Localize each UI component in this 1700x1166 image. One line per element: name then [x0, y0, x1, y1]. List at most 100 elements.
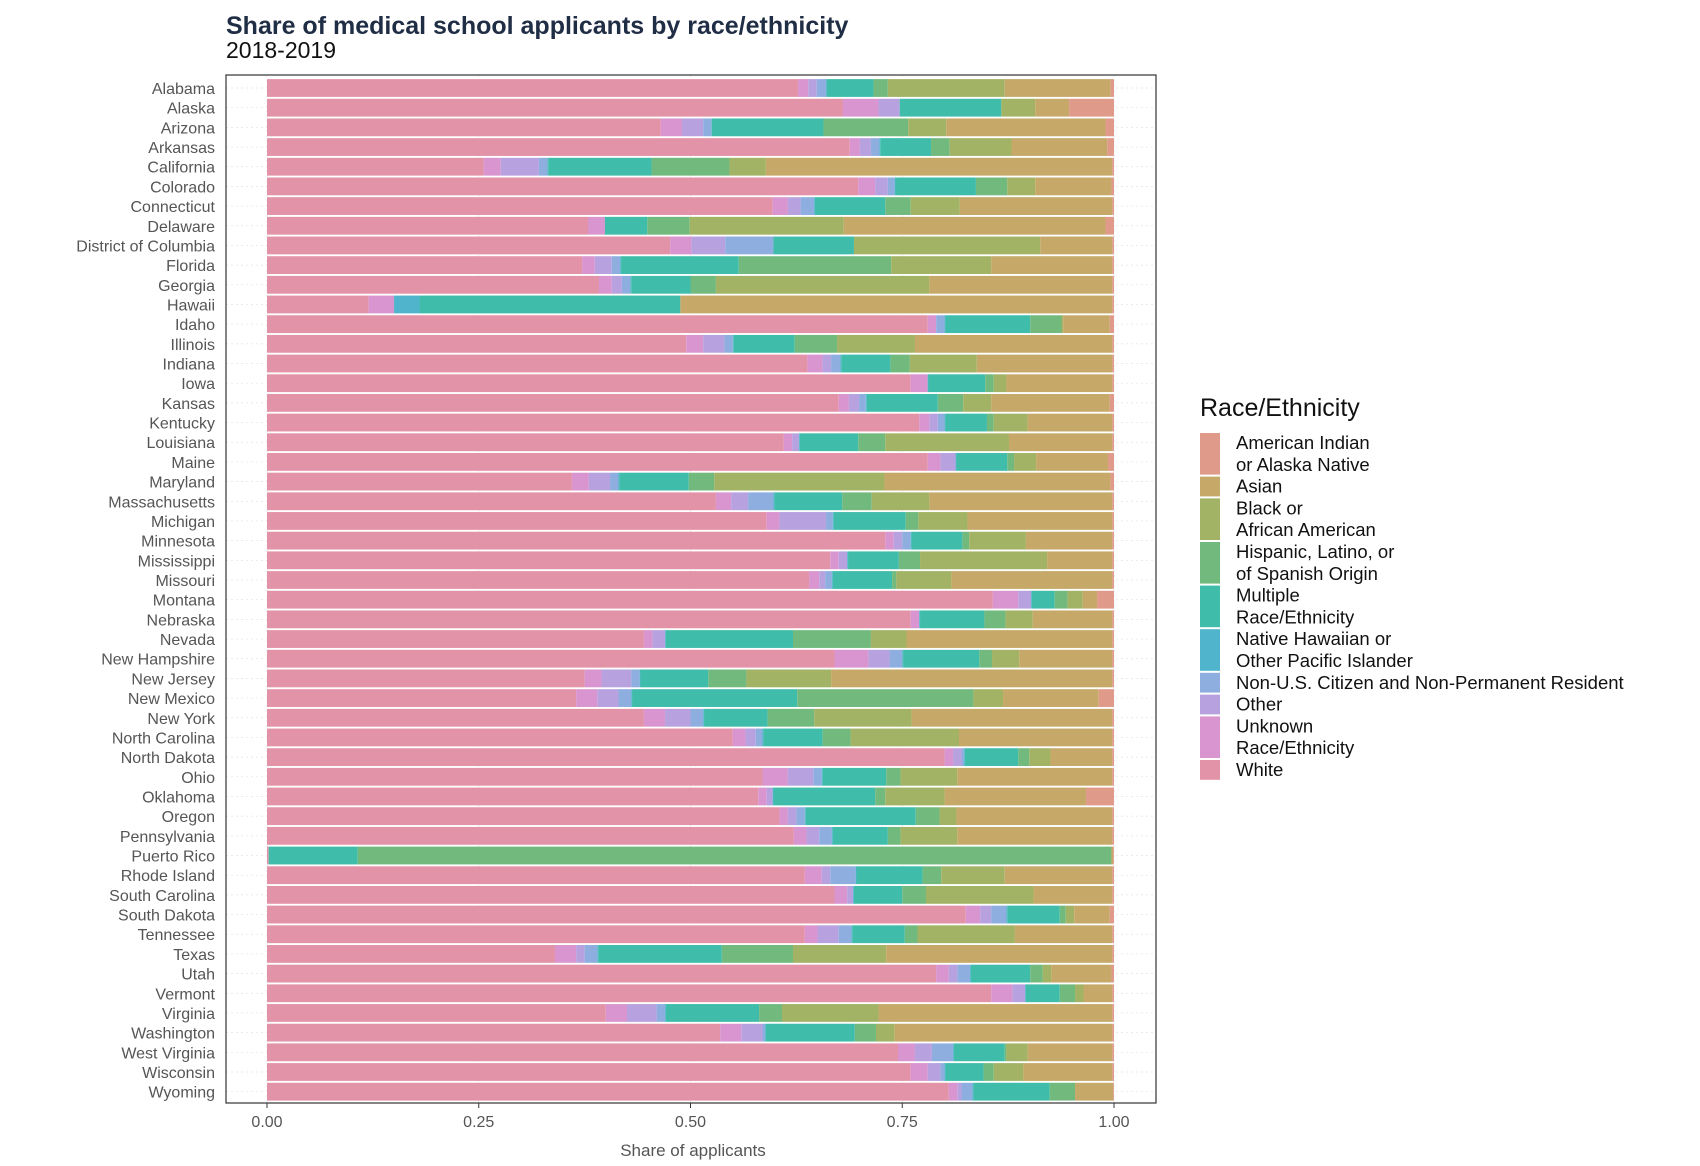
bar-new-hampshire-aian: [1112, 649, 1114, 668]
bar-montana-multi: [1031, 590, 1055, 609]
bar-maryland-hisp: [688, 472, 715, 491]
legend-label-noncit-0: Non-U.S. Citizen and Non-Permanent Resid…: [1236, 672, 1624, 693]
bar-iowa-unknown: [910, 374, 928, 393]
bar-kansas-white: [267, 393, 839, 412]
bar-new-jersey-nhpi: [639, 669, 641, 688]
bar-mississippi-other: [838, 551, 848, 570]
bar-idaho-white: [267, 315, 928, 334]
bar-kansas-other: [848, 393, 860, 412]
bar-oklahoma-asian: [944, 787, 1087, 806]
bar-row-minnesota: [267, 531, 1114, 550]
x-tick-label-2: 0.50: [675, 1114, 706, 1131]
bar-row-new-york: [267, 708, 1114, 727]
bar-california-noncit: [538, 157, 548, 176]
bar-oregon-other: [787, 807, 797, 826]
bar-north-carolina-multi: [763, 728, 823, 747]
bar-iowa-nhpi: [927, 374, 929, 393]
bar-district-of-columbia-noncit: [725, 236, 774, 255]
bar-tennessee-unknown: [804, 925, 818, 944]
legend-label-aian-0: American Indian: [1236, 432, 1370, 453]
bar-arkansas-noncit: [870, 138, 880, 156]
bar-maryland-unknown: [571, 472, 589, 491]
bar-florida-noncit: [611, 256, 621, 275]
bar-california-black: [729, 157, 766, 176]
bar-oregon-unknown: [779, 807, 788, 826]
bar-mississippi-unknown: [830, 551, 839, 570]
bar-row-louisiana: [267, 433, 1114, 452]
bar-indiana-black: [909, 354, 977, 373]
bar-alabama-aian: [1110, 79, 1114, 97]
bar-indiana-white: [267, 354, 808, 373]
bar-south-dakota-nhpi: [1006, 905, 1008, 924]
bar-south-dakota-noncit: [991, 905, 1007, 924]
category-label-louisiana: Louisiana: [147, 435, 216, 452]
bar-row-north-dakota: [267, 748, 1114, 767]
bar-michigan-black: [918, 512, 968, 530]
bar-new-mexico-unknown: [576, 689, 598, 707]
bar-row-new-hampshire: [267, 649, 1114, 668]
bar-north-carolina-asian: [959, 728, 1113, 747]
bar-rhode-island-hisp: [922, 866, 942, 885]
bar-illinois-unknown: [686, 334, 704, 353]
bar-row-oregon: [267, 807, 1114, 826]
bar-utah-black: [1042, 964, 1052, 983]
category-label-massachusetts: Massachusetts: [108, 494, 215, 511]
bar-row-north-carolina: [267, 728, 1114, 747]
bar-illinois-nhpi: [732, 334, 734, 353]
bar-south-carolina-asian: [1033, 885, 1113, 904]
bar-idaho-unknown: [927, 315, 937, 334]
bar-maine-multi: [956, 453, 1008, 471]
legend-label-multi-0: Multiple: [1236, 585, 1300, 606]
bar-virginia-unknown: [605, 1004, 627, 1022]
category-label-minnesota: Minnesota: [141, 534, 215, 551]
legend-label-nhpi-1: Other Pacific Islander: [1236, 650, 1413, 671]
bar-massachusetts-other: [731, 492, 749, 511]
bar-new-york-white: [267, 708, 644, 727]
bar-texas-black: [792, 945, 887, 963]
bar-oklahoma-nhpi: [772, 787, 774, 806]
bar-wyoming-multi: [973, 1082, 1050, 1101]
category-label-vermont: Vermont: [155, 986, 215, 1003]
bar-washington-black: [875, 1023, 895, 1042]
bar-arkansas-unknown: [849, 138, 860, 156]
category-label-texas: Texas: [173, 947, 215, 964]
bar-illinois-aian: [1112, 334, 1114, 353]
bar-montana-other: [1018, 590, 1031, 609]
bar-delaware-asian: [843, 216, 1106, 235]
legend-label-nhpi-0: Native Hawaiian or: [1236, 628, 1391, 649]
bar-row-iowa: [267, 374, 1114, 393]
bar-louisiana-white: [267, 433, 784, 452]
category-label-missouri: Missouri: [155, 573, 215, 590]
bar-mississippi-multi: [848, 551, 899, 570]
category-label-new-mexico: New Mexico: [128, 691, 215, 708]
bar-oklahoma-aian: [1086, 787, 1114, 806]
bar-texas-nhpi: [597, 945, 599, 963]
legend-swatch-black: [1200, 498, 1220, 540]
bar-puerto-rico-white: [267, 846, 269, 865]
category-label-illinois: Illinois: [171, 337, 215, 354]
bar-connecticut-unknown: [772, 197, 788, 215]
bar-idaho-hisp: [1030, 315, 1062, 334]
bar-north-carolina-aian: [1112, 728, 1114, 747]
bar-massachusetts-black: [871, 492, 930, 511]
bar-alabama-noncit: [816, 79, 827, 97]
x-tick-label-0: 0.00: [251, 1114, 282, 1131]
bar-row-kentucky: [267, 413, 1114, 432]
bar-row-wyoming: [267, 1082, 1114, 1101]
bar-north-dakota-asian: [1050, 748, 1113, 767]
bar-maine-black: [1014, 453, 1037, 471]
bar-row-rhode-island: [267, 866, 1114, 885]
category-label-alaska: Alaska: [167, 101, 215, 118]
bar-alaska-white: [267, 98, 843, 117]
bar-california-multi: [548, 157, 652, 176]
bar-california-nhpi: [547, 157, 549, 176]
category-labels: Alabama Alaska Arizona Arkansas California Co…: [76, 81, 216, 1102]
bar-pennsylvania-nhpi: [831, 826, 833, 845]
bar-district-of-columbia-multi: [773, 236, 854, 255]
bar-new-york-aian: [1112, 708, 1114, 727]
bar-georgia-multi: [631, 275, 691, 294]
bar-pennsylvania-unknown: [793, 826, 807, 845]
bar-ohio-nhpi: [821, 767, 823, 786]
bar-puerto-rico-asian: [1111, 846, 1114, 865]
bar-iowa-aian: [1112, 374, 1114, 393]
